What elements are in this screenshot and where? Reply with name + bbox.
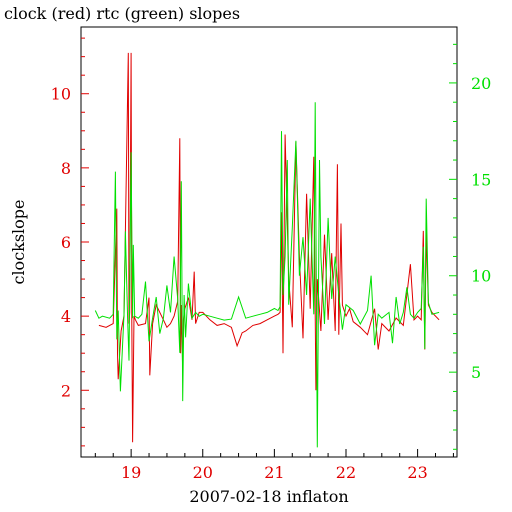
clock-series-line [98, 52, 440, 443]
left-tick-label: 4 [61, 307, 71, 326]
y-axis-label: clockslope [9, 199, 28, 284]
left-tick-label: 2 [61, 381, 71, 400]
chart-title: clock (red) rtc (green) slopes [4, 4, 240, 23]
left-tick-label: 10 [51, 85, 71, 104]
left-axis: 2 4 6 8 10 [51, 37, 89, 447]
right-tick-label: 15 [471, 170, 491, 189]
series-layer [94, 52, 440, 448]
x-tick-label: 22 [336, 463, 356, 482]
left-tick-label: 6 [61, 233, 71, 252]
right-axis: 5 10 15 20 [449, 43, 491, 450]
rtc-series-line [94, 102, 440, 448]
x-axis: 19 20 21 22 23 [94, 449, 454, 482]
x-tick-label: 20 [193, 463, 213, 482]
plot-frame [80, 26, 458, 458]
x-axis-label: 2007-02-18 inflaton [189, 487, 348, 506]
right-tick-label: 20 [471, 74, 491, 93]
right-tick-label: 10 [471, 267, 491, 286]
right-tick-label: 5 [471, 363, 481, 382]
x-tick-label: 19 [121, 463, 141, 482]
x-tick-label: 21 [264, 463, 284, 482]
left-tick-label: 8 [61, 159, 71, 178]
x-tick-label: 23 [407, 463, 427, 482]
